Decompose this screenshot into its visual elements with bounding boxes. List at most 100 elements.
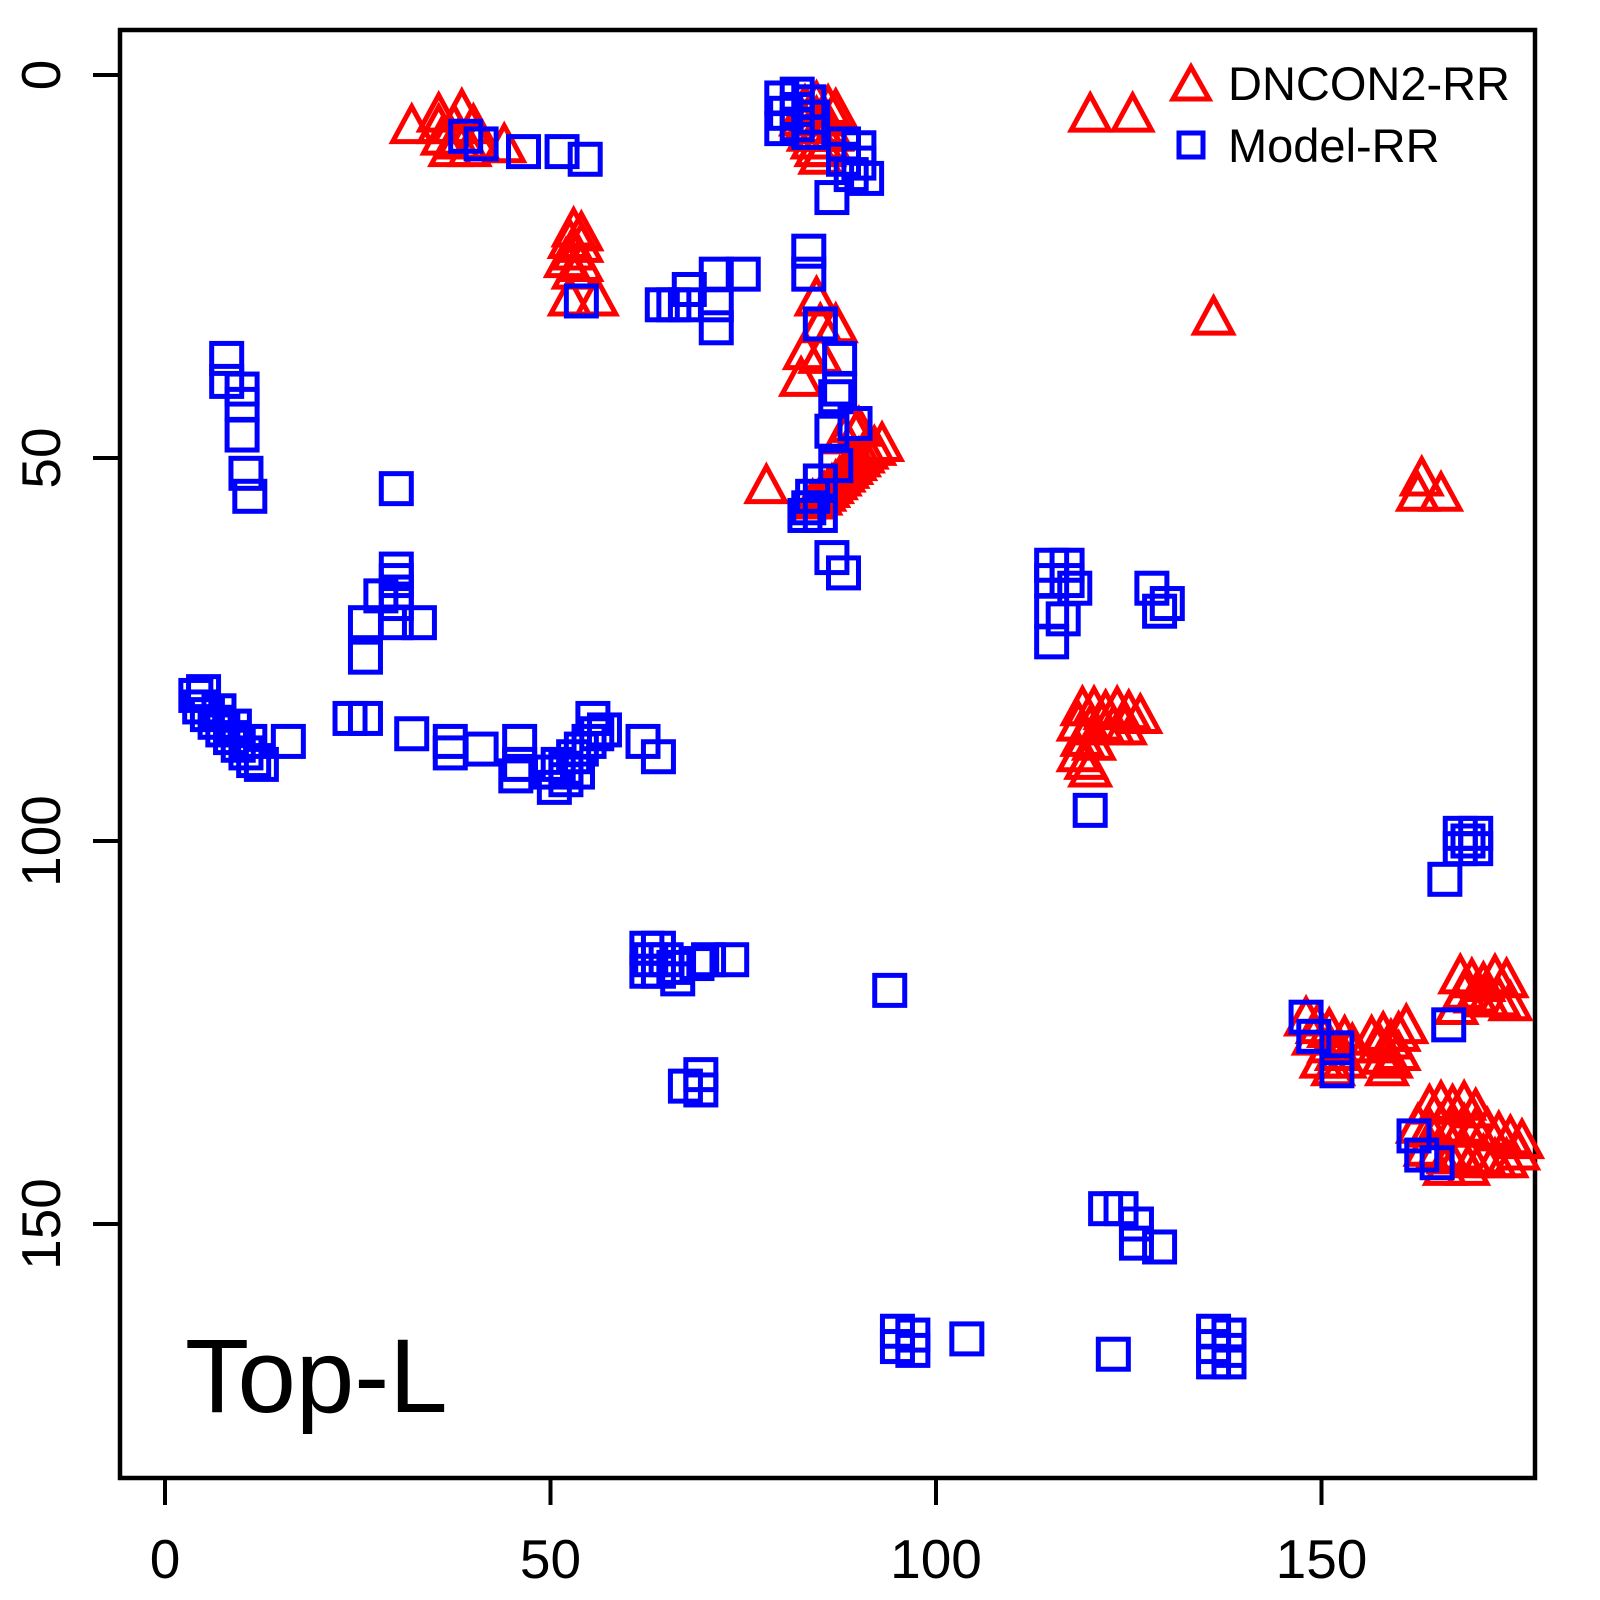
y-axis: 0 50 100 150	[10, 60, 120, 1270]
model-point	[872, 972, 908, 1008]
model-point	[270, 723, 306, 759]
model-point	[683, 1072, 719, 1108]
legend: DNCON2-RR Model-RR	[1168, 52, 1510, 176]
model-point	[1427, 861, 1463, 897]
model-point	[1142, 593, 1178, 629]
legend-label-dncon2: DNCON2-RR	[1228, 56, 1510, 110]
legend-label-model: Model-RR	[1228, 118, 1440, 172]
x-tick-label: 100	[890, 1528, 982, 1590]
model-point	[822, 371, 858, 407]
model-point	[814, 180, 850, 216]
model-point	[1142, 1229, 1178, 1265]
legend-item-model: Model-RR	[1168, 114, 1510, 176]
model-point	[432, 735, 468, 771]
dncon2-point	[1398, 453, 1445, 497]
dncon2-point	[1487, 978, 1534, 1022]
model-point	[698, 287, 734, 323]
model-point	[1458, 831, 1494, 867]
model-point	[243, 746, 279, 782]
model-point	[1319, 1053, 1355, 1089]
model-point	[849, 160, 885, 196]
model-point	[506, 134, 542, 170]
dncon2-point	[1101, 702, 1149, 746]
model-point	[1118, 1225, 1154, 1261]
x-axis: 0 50 100 150	[150, 1478, 1368, 1590]
model-point	[228, 455, 264, 491]
model-point	[1319, 1030, 1355, 1066]
model-point	[679, 946, 715, 982]
model-point	[791, 114, 827, 150]
dncon2-point	[1105, 687, 1152, 731]
dncon2-point	[1363, 1043, 1411, 1087]
model-point	[1296, 1018, 1332, 1054]
dncon2-point	[1383, 1001, 1430, 1045]
series-model-rr	[178, 76, 1494, 1380]
model-point	[714, 942, 750, 978]
model-point	[586, 712, 622, 748]
model-point	[795, 478, 831, 514]
model-point	[1034, 624, 1070, 660]
model-point	[548, 762, 584, 798]
dncon2-point	[1190, 292, 1237, 336]
model-point	[656, 949, 692, 985]
dncon2-point	[558, 220, 605, 263]
model-point	[787, 497, 823, 533]
dncon2-point	[1417, 469, 1465, 512]
model-point	[432, 723, 468, 759]
model-point	[232, 723, 268, 759]
dncon2-point	[1417, 1078, 1465, 1121]
model-point	[563, 283, 599, 319]
dncon2-point	[1394, 469, 1442, 512]
model-point	[814, 413, 850, 449]
dncon2-point	[743, 461, 790, 505]
model-point	[1095, 1336, 1131, 1372]
dncon2-point	[1452, 970, 1499, 1014]
model-point	[791, 256, 827, 292]
model-point	[498, 758, 534, 794]
model-point	[949, 1321, 985, 1357]
model-point	[232, 478, 268, 514]
model-point	[1450, 823, 1486, 859]
model-point	[378, 605, 414, 641]
model-point	[640, 739, 676, 775]
dncon2-point	[1375, 1009, 1422, 1052]
model-point	[401, 605, 437, 641]
x-tick-label: 0	[150, 1528, 181, 1590]
x-tick-label: 150	[1276, 1528, 1368, 1590]
model-point	[825, 555, 861, 591]
model-point	[378, 471, 414, 507]
dncon2-point	[1066, 744, 1114, 788]
model-point	[1072, 792, 1108, 828]
dncon2-point	[797, 331, 844, 374]
y-tick-label: 50	[10, 427, 72, 488]
legend-item-dncon2: DNCON2-RR	[1168, 52, 1510, 114]
model-point	[691, 942, 727, 978]
dncon2-point	[1440, 1078, 1488, 1121]
model-point	[791, 233, 827, 269]
model-point	[502, 723, 538, 759]
model-point	[1211, 1344, 1247, 1380]
dncon2-point	[1498, 1116, 1546, 1160]
model-point	[1396, 1118, 1432, 1154]
model-point	[725, 256, 761, 292]
model-point	[1431, 1007, 1467, 1043]
model-point	[837, 406, 873, 442]
model-point	[567, 141, 603, 177]
model-point	[347, 700, 383, 736]
model-point	[791, 490, 827, 526]
dncon2-point	[558, 239, 605, 282]
plot-annotation: Top-L	[185, 1318, 448, 1435]
y-tick-label: 0	[10, 60, 72, 91]
model-point	[1045, 601, 1081, 637]
dncon2-point	[1109, 89, 1156, 133]
dncon2-point	[1444, 1143, 1492, 1186]
plot-frame	[117, 27, 1538, 1481]
model-point	[394, 716, 430, 752]
x-tick-label: 50	[520, 1528, 581, 1590]
dncon2-point	[1475, 974, 1523, 1018]
model-point	[209, 340, 245, 376]
series-dncon2-rr	[388, 78, 1546, 1186]
model-point	[463, 126, 499, 162]
dncon2-point	[1429, 1081, 1476, 1125]
